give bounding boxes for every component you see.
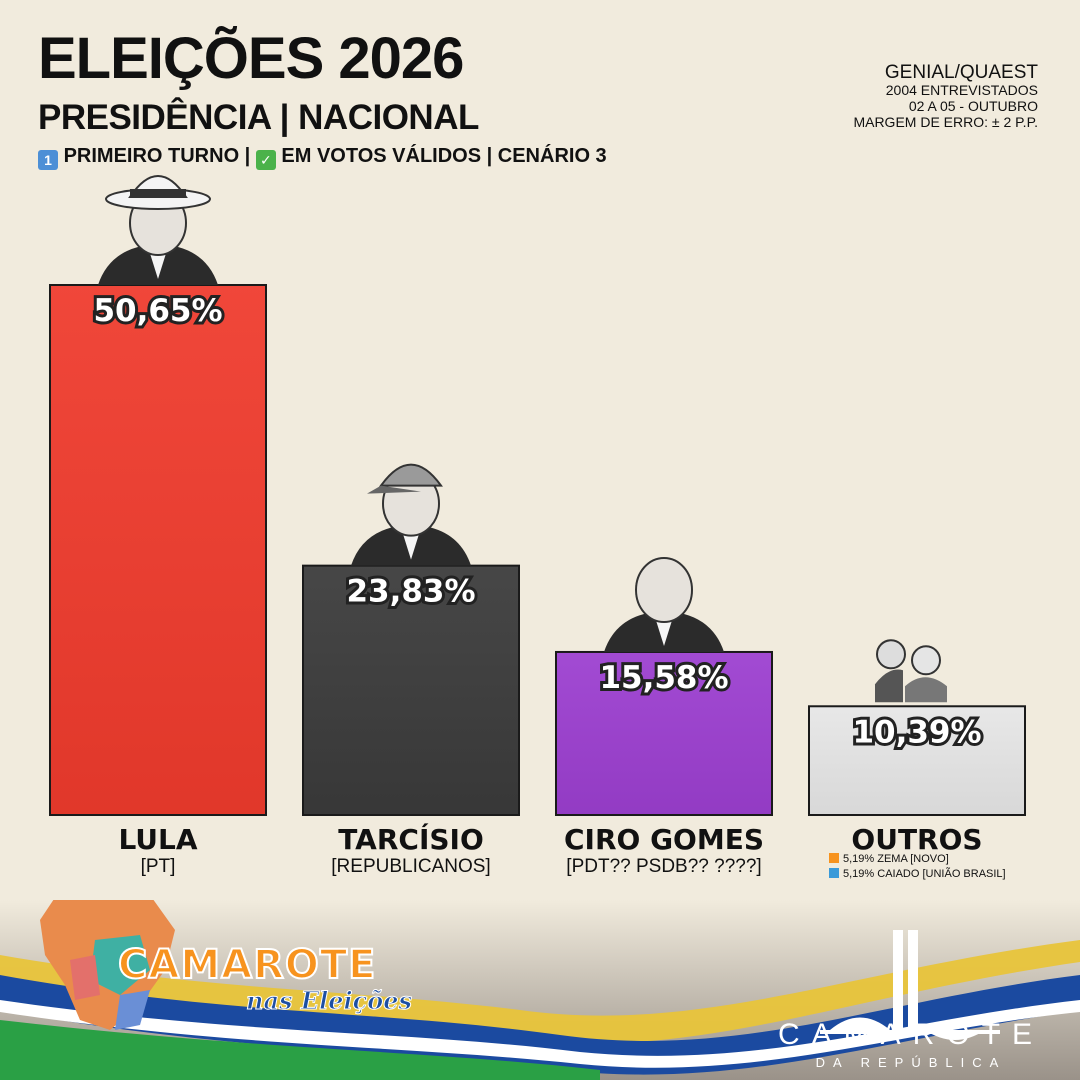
congress-building-icon <box>820 930 1000 1040</box>
bar-shade-lula <box>51 286 265 814</box>
poll-source: GENIAL/QUAEST 2004 ENTREVISTADOS 02 A 05… <box>853 62 1038 130</box>
chart-subtitle: PRESIDÊNCIA | NACIONAL <box>38 98 479 137</box>
value-label-outros: 10,39% <box>852 714 981 750</box>
scenario-detail: EM VOTOS VÁLIDOS | CENÁRIO 3 <box>281 145 607 167</box>
chart-title: ELEIÇÕES 2026 <box>38 26 464 91</box>
note-swatch <box>829 868 839 878</box>
pollster-name: GENIAL/QUAEST <box>884 62 1038 83</box>
left-brand-sub: nas Eleições <box>245 986 413 1015</box>
party-label-tarcisio: [REPUBLICANOS] <box>331 856 490 877</box>
camarote-republica-logo: CAMAROTE DA REPÚBLICA <box>777 1018 1044 1070</box>
value-label-tarcisio: 23,83% <box>346 574 475 610</box>
category-label-ciro-gomes: CIRO GOMES <box>564 823 764 856</box>
left-brand-name: CAMAROTE <box>117 942 377 988</box>
category-label-lula: LULA <box>118 823 197 856</box>
scenario-round: PRIMEIRO TURNO | <box>63 145 251 167</box>
poll-dates: 02 A 05 - OUTUBRO <box>908 97 1038 114</box>
camarote-eleicoes-logo: CAMAROTE nas Eleições <box>117 942 413 1015</box>
portrait-lula-icon <box>98 175 218 285</box>
portrait-ciro-gomes-icon <box>604 556 724 652</box>
portrait-outros-icon <box>875 639 947 703</box>
portrait-tarcisio-icon <box>351 463 471 566</box>
bar-shade-ciro-gomes <box>557 652 771 814</box>
value-label-ciro-gomes: 15,58% <box>599 660 728 696</box>
scenario-line: 1 PRIMEIRO TURNO | ✓ EM VOTOS VÁLIDOS | … <box>38 146 607 170</box>
bar-shade-tarcisio <box>304 566 518 814</box>
brazil-map-icon <box>40 900 175 1030</box>
check-mark-icon: ✓ <box>255 150 276 170</box>
category-label-tarcisio: TARCÍSIO <box>338 822 484 856</box>
sample-size: 2004 ENTREVISTADOS <box>885 82 1038 99</box>
bar-shade-outros <box>810 707 1024 814</box>
category-label-outros: OUTROS <box>851 823 982 856</box>
value-label-lula: 50,65% <box>93 293 222 329</box>
bar-chart: 50,65% LULA[PT] 23,83% TARCÍSIO[REPUBLICANO… <box>49 175 1026 880</box>
outros-note: 5,19% CAIADO [UNIÃO BRASIL] <box>843 867 1006 880</box>
right-brand-sub: DA REPÚBLICA <box>815 1055 1007 1070</box>
party-label-ciro-gomes: [PDT?? PSDB?? ????] <box>566 856 761 877</box>
note-swatch <box>829 853 839 863</box>
keycap-one-icon: 1 <box>38 150 58 170</box>
footer-banner <box>0 900 1080 1080</box>
outros-note: 5,19% ZEMA [NOVO] <box>843 853 949 865</box>
margin-of-error: MARGEM DE ERRO: ± 2 P.P. <box>853 113 1038 130</box>
right-brand-name: CAMAROTE <box>777 1018 1044 1051</box>
party-label-lula: [PT] <box>141 856 176 877</box>
